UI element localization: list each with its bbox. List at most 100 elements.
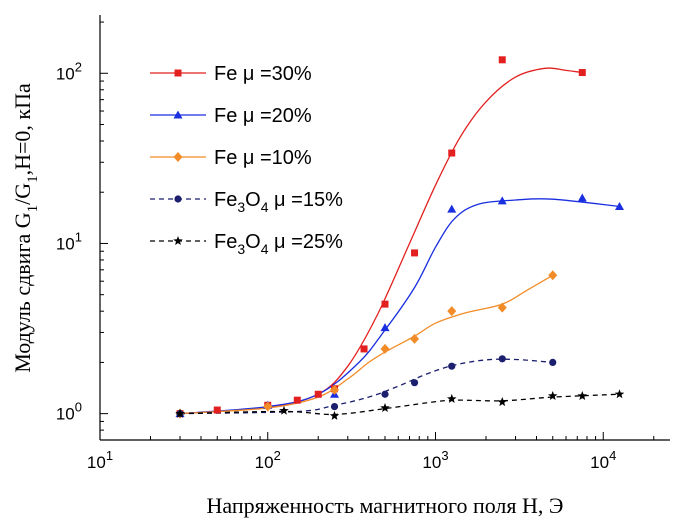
- legend: Fe μ =30%Fe μ =20%Fe μ =10%Fe3O4 μ =15%F…: [150, 63, 343, 257]
- legend-marker-1: [174, 69, 182, 77]
- data-point-series-3: [548, 270, 558, 281]
- data-point-series-2: [615, 201, 625, 210]
- legend-marker-5: [173, 236, 183, 245]
- fit-curve-4: [179, 358, 553, 415]
- y-axis-title-sub2: 1: [25, 175, 41, 183]
- data-point-series-5: [329, 410, 340, 420]
- x-tick-label-base: 10: [590, 453, 609, 472]
- legend-label-sub: 4: [261, 241, 269, 257]
- y-tick-label-exp: 2: [75, 59, 82, 74]
- legend-marker-4: [174, 195, 182, 203]
- legend-label-part: Fe: [214, 231, 237, 253]
- data-point-series-5: [497, 397, 507, 407]
- x-tick-label-exp: 1: [106, 448, 113, 463]
- x-tick-label: 102: [255, 448, 281, 472]
- data-point-series-5: [548, 391, 558, 400]
- data-point-series-2: [447, 204, 457, 213]
- legend-label-part: μ =15%: [269, 189, 344, 211]
- data-point-series-5: [447, 393, 457, 403]
- x-tick-label-base: 10: [87, 453, 106, 472]
- legend-label-part: Fe: [214, 105, 237, 127]
- x-tick-label: 103: [422, 448, 448, 472]
- data-point-series-3: [330, 384, 340, 395]
- legend-label-part: O: [245, 189, 261, 211]
- legend-label-sub: 4: [261, 199, 269, 215]
- data-point-series-5: [577, 391, 587, 400]
- data-point-series-1: [314, 390, 322, 398]
- data-point-series-4: [381, 390, 389, 398]
- data-point-series-2: [577, 193, 587, 202]
- data-point-series-1: [411, 249, 419, 257]
- y-axis-title: Модуль сдвига G1/G1,H=0, кПа: [10, 83, 41, 373]
- y-axis-title-mid: /G: [10, 183, 35, 205]
- data-point-series-3: [497, 302, 507, 313]
- x-tick-label-exp: 4: [609, 448, 616, 463]
- legend-label-part: Fe: [214, 63, 237, 85]
- y-tick-label: 102: [56, 59, 82, 83]
- y-tick-label: 101: [56, 229, 82, 253]
- data-point-series-2: [497, 196, 507, 205]
- y-tick-label-base: 10: [56, 64, 75, 83]
- legend-label-part: O: [245, 231, 261, 253]
- data-point-series-1: [360, 345, 368, 353]
- legend-label-5: Fe3O4 μ =25%: [214, 231, 343, 257]
- fit-curve-2: [179, 198, 620, 415]
- data-point-series-3: [410, 333, 420, 344]
- legend-label-1: Fe μ =30%: [214, 63, 312, 85]
- data-point-series-4: [330, 402, 339, 411]
- data-point-series-5: [614, 389, 625, 399]
- data-point-series-4: [498, 355, 506, 363]
- data-point-series-5: [279, 405, 289, 415]
- data-point-series-4: [448, 362, 456, 370]
- legend-label-part: μ =10%: [237, 147, 312, 169]
- y-axis-title-sub1: 1: [25, 205, 41, 213]
- legend-label-part: μ =25%: [269, 231, 344, 253]
- data-markers: [175, 56, 625, 420]
- data-point-series-4: [549, 358, 557, 367]
- data-point-series-5: [175, 408, 185, 418]
- x-tick-label: 104: [590, 448, 616, 472]
- x-tick-label-exp: 2: [274, 448, 281, 463]
- legend-label-sub: 3: [237, 199, 245, 215]
- data-point-series-1: [498, 56, 506, 64]
- data-point-series-1: [578, 69, 586, 77]
- data-point-series-2: [380, 323, 390, 332]
- y-tick-label-exp: 1: [75, 229, 82, 244]
- data-point-series-4: [410, 379, 419, 387]
- axes: [99, 15, 670, 441]
- x-tick-label: 101: [87, 448, 113, 472]
- y-tick-label-exp: 0: [75, 400, 82, 415]
- data-point-series-1: [293, 396, 301, 404]
- data-point-series-1: [381, 300, 389, 308]
- legend-label-part: μ =30%: [237, 63, 312, 85]
- data-point-series-1: [448, 149, 456, 157]
- data-point-series-3: [380, 343, 390, 354]
- y-tick-label-base: 10: [56, 405, 75, 424]
- x-tick-label-base: 10: [422, 453, 441, 472]
- x-tick-label-base: 10: [255, 453, 274, 472]
- legend-label-part: Fe: [214, 147, 237, 169]
- data-point-series-1: [213, 406, 221, 414]
- legend-marker-2: [173, 110, 183, 119]
- legend-label-part: μ =20%: [237, 105, 312, 127]
- y-tick-label-base: 10: [56, 234, 75, 253]
- legend-marker-3: [173, 152, 183, 162]
- fit-curve-3: [179, 274, 554, 415]
- y-tick-label: 100: [56, 400, 82, 424]
- y-axis-title-prefix: Модуль сдвига G: [10, 212, 35, 373]
- y-axis-title-suffix: ,H=0, кПа: [10, 83, 35, 175]
- legend-label-part: Fe: [214, 189, 237, 211]
- x-tick-label-exp: 3: [441, 448, 448, 463]
- data-point-series-3: [263, 401, 273, 412]
- data-point-series-5: [380, 403, 390, 412]
- fit-curve-5: [179, 393, 620, 416]
- ticks: [99, 21, 655, 441]
- data-point-series-3: [447, 306, 457, 317]
- x-axis-title: Напряженность магнитного поля H, Э: [207, 493, 564, 518]
- legend-label-4: Fe3O4 μ =15%: [214, 189, 343, 215]
- legend-label-sub: 3: [237, 241, 245, 257]
- legend-label-2: Fe μ =20%: [214, 105, 312, 127]
- legend-label-3: Fe μ =10%: [214, 147, 312, 169]
